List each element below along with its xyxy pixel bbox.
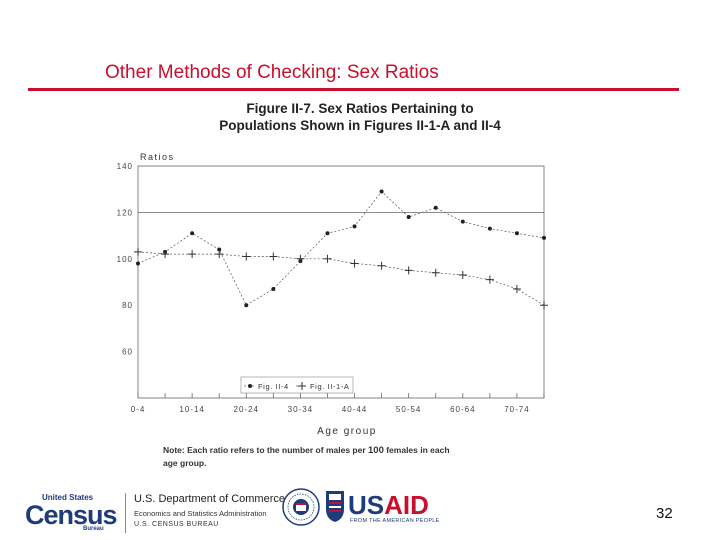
point-fig-ii-4-14 <box>514 231 519 236</box>
census-logo-top: United States <box>42 493 94 502</box>
note-text-d: age group. <box>163 458 207 468</box>
series-line-fig-ii-4 <box>137 191 545 306</box>
footer-divider <box>125 493 126 533</box>
title-divider <box>28 88 679 91</box>
y-tick-label-80: 80 <box>122 301 133 310</box>
page-number: 32 <box>656 505 673 522</box>
x-tick-label-0-4: 0-4 <box>131 405 146 414</box>
point-fig-ii-1-a-10 <box>404 266 413 275</box>
legend-box <box>240 376 354 394</box>
series-line-fig-ii-1-a <box>137 251 545 306</box>
point-fig-ii-1-a-7 <box>323 254 332 263</box>
x-tick-label-50-54: 50-54 <box>396 405 421 414</box>
commerce-block: U.S. Department of Commerce Economics an… <box>134 493 285 528</box>
usaid-word-aid: AID <box>384 490 429 520</box>
point-fig-ii-1-a-0 <box>134 247 142 256</box>
y-tick-label-120: 120 <box>117 208 133 217</box>
y-tick-label-100: 100 <box>117 255 133 264</box>
note-text-c: females in each <box>383 445 450 455</box>
point-fig-ii-4-7 <box>325 231 330 236</box>
x-tick-label-30-34: 30-34 <box>288 405 313 414</box>
point-fig-ii-4-5 <box>271 286 276 291</box>
point-fig-ii-1-a-6 <box>296 254 305 263</box>
legend-label-fig-ii-4: Fig. II-4 <box>258 382 289 391</box>
point-fig-ii-4-11 <box>433 205 438 210</box>
point-fig-ii-1-a-3 <box>215 250 224 259</box>
census-logo-bureau: Bureau <box>83 526 104 532</box>
point-fig-ii-1-a-2 <box>188 250 197 259</box>
legend-label-fig-ii-1-a: Fig. II-1-A <box>310 382 350 391</box>
chart-note: Note: Each ratio refers to the number of… <box>163 444 503 469</box>
usaid-tagline: FROM THE AMERICAN PEOPLE <box>350 518 440 524</box>
point-fig-ii-1-a-11 <box>431 268 440 277</box>
x-tick-label-10-14: 10-14 <box>179 405 204 414</box>
usaid-wordmark: USAID <box>348 490 429 521</box>
x-tick-label-20-24: 20-24 <box>234 405 259 414</box>
figure-title-line2: Populations Shown in Figures II-1-A and … <box>219 118 501 133</box>
x-tick-label-70-74: 70-74 <box>504 405 529 414</box>
point-fig-ii-4-10 <box>406 215 411 220</box>
note-text-b: 100 <box>368 445 384 456</box>
figure-title-line1: Figure II-7. Sex Ratios Pertaining to <box>246 101 474 116</box>
plot-frame <box>137 165 545 399</box>
slide-title: Other Methods of Checking: Sex Ratios <box>105 62 439 83</box>
point-fig-ii-4-13 <box>487 226 492 231</box>
commerce-line2: Economics and Statistics Administration <box>134 509 267 518</box>
usaid-shield-icon <box>326 491 344 522</box>
y-tick-label-140: 140 <box>117 162 133 171</box>
footer: United States Census Bureau U.S. Departm… <box>0 485 720 540</box>
point-fig-ii-1-a-8 <box>350 259 359 268</box>
x-axis-title: Age group <box>317 426 377 437</box>
point-fig-ii-4-2 <box>190 231 195 236</box>
point-fig-ii-1-a-13 <box>485 275 494 284</box>
point-fig-ii-1-a-1 <box>161 250 170 259</box>
note-text-a: Note: Each ratio refers to the number of… <box>163 445 368 455</box>
usaid-seal-icon <box>282 488 320 526</box>
x-tick-label-40-44: 40-44 <box>342 405 367 414</box>
point-fig-ii-1-a-14 <box>512 284 521 293</box>
commerce-line1: U.S. Department of Commerce <box>134 493 285 505</box>
census-logo-word: Census <box>25 500 118 530</box>
point-fig-ii-4-9 <box>379 189 384 194</box>
usaid-word-us: US <box>348 490 385 520</box>
point-fig-ii-1-a-12 <box>458 271 467 280</box>
point-fig-ii-4-0 <box>136 261 140 266</box>
y-tick-label-60: 60 <box>122 348 133 357</box>
point-fig-ii-1-a-9 <box>377 261 386 270</box>
point-fig-ii-1-a-15 <box>540 301 548 310</box>
point-fig-ii-4-3 <box>217 247 222 252</box>
point-fig-ii-1-a-5 <box>269 252 278 261</box>
legend-marker-fig-ii-1-a <box>298 382 306 390</box>
point-fig-ii-4-4 <box>244 303 249 308</box>
x-tick-label-60-64: 60-64 <box>450 405 475 414</box>
point-fig-ii-4-8 <box>352 224 357 229</box>
legend-marker-fig-ii-4 <box>248 384 252 388</box>
commerce-line3: U.S. CENSUS BUREAU <box>134 521 219 528</box>
point-fig-ii-4-15 <box>542 235 546 240</box>
point-fig-ii-4-12 <box>460 219 465 224</box>
y-axis-title: Ratios <box>140 152 175 162</box>
figure-title: Figure II-7. Sex Ratios Pertaining to Po… <box>160 100 560 134</box>
census-bureau-logo: United States Census Bureau <box>25 493 125 533</box>
point-fig-ii-1-a-4 <box>242 252 251 261</box>
